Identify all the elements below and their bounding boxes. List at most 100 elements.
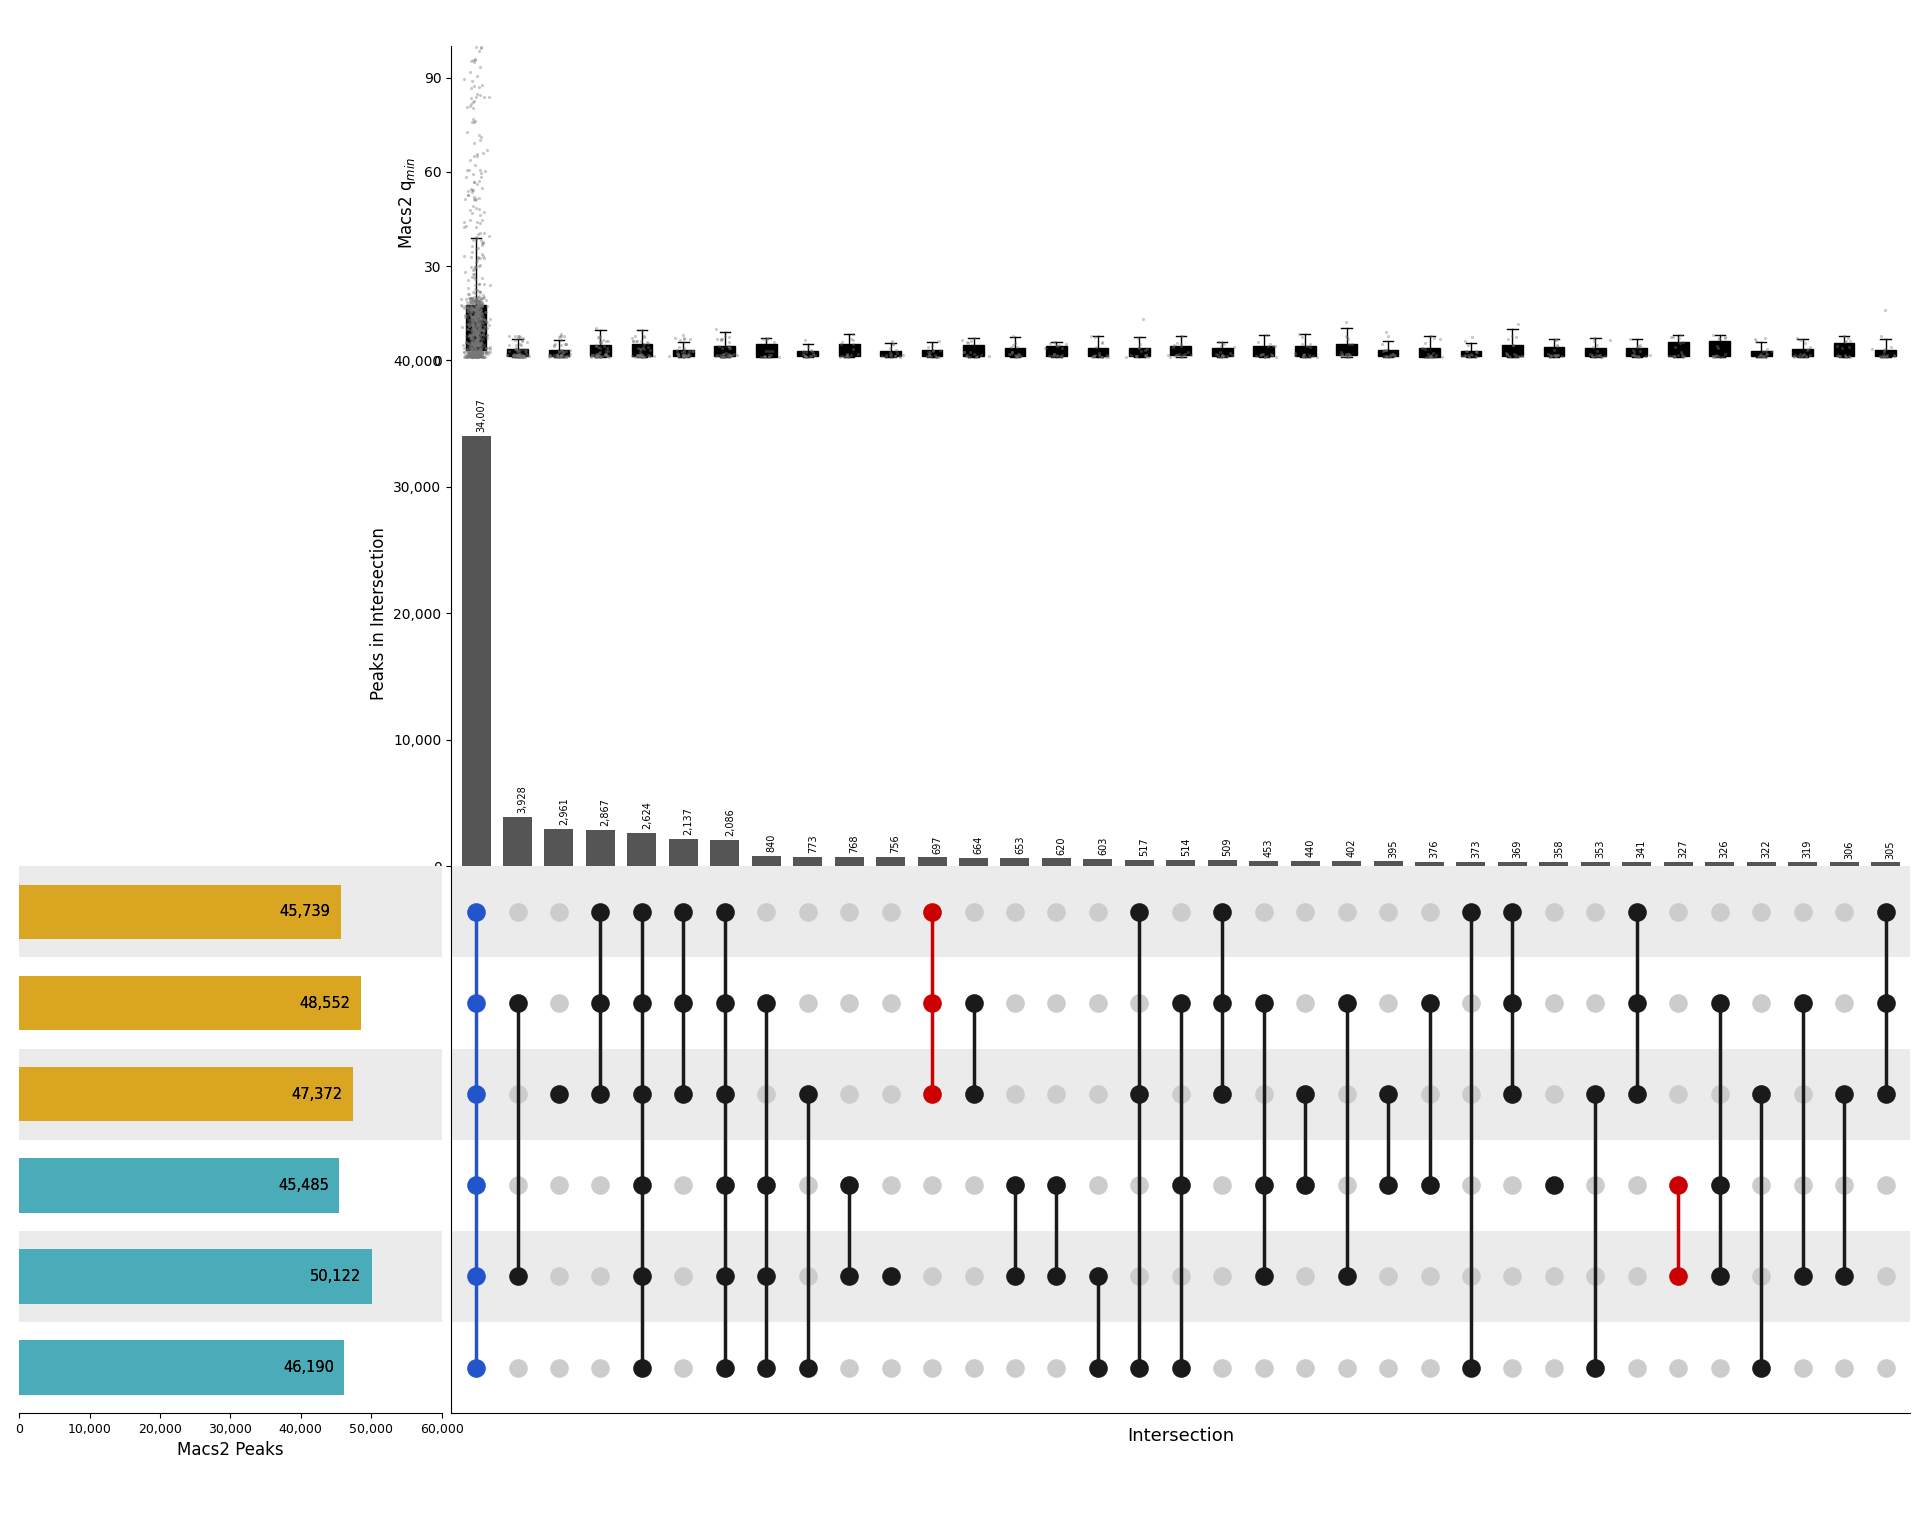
Point xyxy=(1258,333,1288,358)
Point xyxy=(463,186,493,210)
Point xyxy=(1327,343,1357,367)
Point xyxy=(501,338,532,362)
Point xyxy=(467,233,497,258)
Point xyxy=(465,293,495,318)
Point xyxy=(1331,310,1361,335)
Bar xyxy=(461,436,492,866)
Point xyxy=(461,329,492,353)
Point xyxy=(457,341,488,366)
Point xyxy=(470,339,501,364)
Point xyxy=(545,343,576,367)
Point xyxy=(1745,991,1776,1015)
Point xyxy=(1373,324,1404,349)
Point xyxy=(459,335,490,359)
Point xyxy=(457,68,488,92)
Point xyxy=(708,1264,739,1289)
Point xyxy=(511,338,541,362)
Point xyxy=(461,336,492,361)
PathPatch shape xyxy=(589,346,611,356)
Point xyxy=(465,300,495,324)
Point xyxy=(1371,344,1402,369)
Point xyxy=(467,343,497,367)
Point xyxy=(465,341,495,366)
Point xyxy=(1788,1174,1818,1198)
Point xyxy=(948,339,979,364)
Point xyxy=(455,255,486,280)
Point xyxy=(630,332,660,356)
Point xyxy=(461,319,492,344)
Point xyxy=(998,324,1029,349)
Point xyxy=(455,332,486,356)
Point xyxy=(960,344,991,369)
Point xyxy=(1828,1264,1859,1289)
Point xyxy=(1586,344,1617,369)
Point xyxy=(457,309,488,333)
Point xyxy=(797,338,828,362)
Point xyxy=(461,343,492,367)
Point xyxy=(461,298,492,323)
Point xyxy=(1119,344,1150,369)
Point xyxy=(843,343,874,367)
Point xyxy=(461,286,492,310)
Point xyxy=(540,344,570,369)
Point xyxy=(467,343,497,367)
Point xyxy=(459,319,490,344)
Point xyxy=(722,343,753,367)
Point xyxy=(958,343,989,367)
Point xyxy=(463,293,493,318)
Point xyxy=(459,332,490,356)
Point xyxy=(672,343,703,367)
Point xyxy=(451,344,482,369)
Point xyxy=(618,329,649,353)
Point xyxy=(876,346,906,370)
Point xyxy=(1204,346,1235,370)
Point xyxy=(463,304,493,329)
Point xyxy=(916,1355,947,1379)
Point xyxy=(1747,344,1778,369)
Point xyxy=(463,332,493,356)
Point xyxy=(628,324,659,349)
Point xyxy=(1498,1355,1528,1379)
Text: 440: 440 xyxy=(1306,839,1315,857)
Point xyxy=(457,310,488,335)
Point xyxy=(1870,336,1901,361)
Point xyxy=(463,304,493,329)
Point xyxy=(824,344,854,369)
Point xyxy=(468,344,499,369)
Point xyxy=(463,235,493,260)
Point xyxy=(455,318,486,343)
Point xyxy=(708,343,739,367)
Point xyxy=(455,343,486,367)
Point xyxy=(453,301,484,326)
Point xyxy=(837,336,868,361)
Point xyxy=(461,290,492,315)
Point xyxy=(701,344,732,369)
Point xyxy=(1219,335,1250,359)
Point xyxy=(465,315,495,339)
Point xyxy=(455,147,486,172)
Point xyxy=(1453,343,1484,367)
Text: 50,122: 50,122 xyxy=(311,1269,361,1284)
Point xyxy=(467,289,497,313)
Point xyxy=(1789,332,1820,356)
Point xyxy=(1536,344,1567,369)
Point xyxy=(457,296,488,321)
Point xyxy=(1371,319,1402,344)
Point xyxy=(457,330,488,355)
Point xyxy=(626,344,657,369)
Point xyxy=(457,286,488,310)
Point xyxy=(582,344,612,369)
Point xyxy=(1705,1174,1736,1198)
Point xyxy=(459,144,490,169)
Point xyxy=(449,287,480,312)
Point xyxy=(457,313,488,338)
Point xyxy=(455,310,486,335)
Point xyxy=(879,344,910,369)
Point xyxy=(463,289,493,313)
Point xyxy=(465,280,495,304)
Point xyxy=(459,326,490,350)
Point xyxy=(534,344,564,369)
Point xyxy=(455,341,486,366)
Point xyxy=(505,338,536,362)
Point xyxy=(668,1264,699,1289)
